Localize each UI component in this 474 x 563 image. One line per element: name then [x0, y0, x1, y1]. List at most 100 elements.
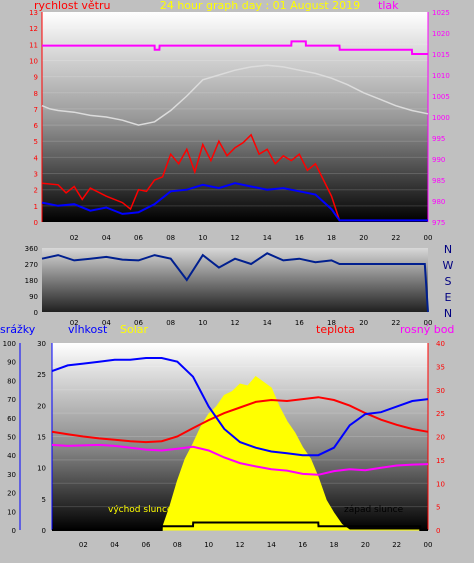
wind-tick-label: 5 — [34, 138, 38, 146]
x-tick-label: 22 — [391, 319, 400, 327]
rain-tick-label: 50 — [7, 434, 16, 442]
temperature-tick-label: 0 — [436, 527, 440, 535]
temperature-tick-label: 30 — [436, 387, 445, 395]
direction-tick-label: 360 — [25, 245, 38, 253]
x-tick-label: 04 — [102, 234, 111, 242]
temperature-tick-label: 15 — [436, 457, 445, 465]
pressure-line — [42, 40, 428, 55]
wind-pressure-chart: 0123456789101112139759809859909951000100… — [29, 9, 450, 242]
humidity-temperature-chart: 0102030405060708090100051015202530051015… — [3, 340, 445, 549]
sunrise-annotation: východ slunce — [108, 505, 173, 515]
solar-area — [52, 376, 428, 531]
temperature-tick-label: 25 — [436, 410, 445, 418]
humidity-tick-label: 5 — [42, 496, 46, 504]
rain-line — [52, 521, 428, 531]
x-tick-label: 04 — [110, 541, 119, 549]
pressure-tick-label: 985 — [432, 177, 445, 185]
temperature-tick-label: 5 — [436, 504, 440, 512]
x-tick-label: 02 — [79, 541, 88, 549]
x-tick-label: 16 — [295, 319, 304, 327]
wind-tick-label: 12 — [29, 25, 38, 33]
compass-letter: N — [444, 307, 452, 320]
wind-direction-chart: 0 90 180 270 360 02 04 06 08 10 12 14 16 18 20 22 00 — [25, 245, 433, 327]
direction-tick-label: 180 — [25, 277, 38, 285]
temperature-tick-label: 40 — [436, 340, 445, 348]
x-tick-label: 20 — [361, 541, 370, 549]
x-tick-label: 04 — [102, 319, 111, 327]
x-tick-label: 18 — [327, 234, 336, 242]
pressure-tick-label: 1000 — [432, 114, 450, 122]
x-tick-label: 12 — [236, 541, 245, 549]
x-tick-label: 10 — [198, 319, 207, 327]
humidity-axis-label: vlhkost — [68, 323, 108, 336]
pressure-tick-label: 1010 — [432, 72, 450, 80]
pressure-axis-label: tlak — [378, 0, 399, 12]
x-tick-label: 00 — [424, 234, 433, 242]
humidity-tick-label: 15 — [37, 434, 46, 442]
x-tick-label: 16 — [295, 234, 304, 242]
x-tick-label: 06 — [142, 541, 151, 549]
wind-tick-label: 3 — [34, 171, 38, 179]
rain-tick-label: 100 — [3, 340, 16, 348]
compass-letter: N — [444, 243, 452, 256]
x-tick-label: 20 — [359, 234, 368, 242]
pressure-tick-label: 1015 — [432, 51, 450, 59]
wind-tick-label: 10 — [29, 57, 38, 65]
wind-tick-label: 9 — [34, 74, 38, 82]
wind-average-line — [41, 182, 428, 222]
x-tick-label: 18 — [327, 319, 336, 327]
humidity-tick-label: 30 — [37, 340, 46, 348]
rain-tick-label: 60 — [7, 415, 16, 423]
humidity-tick-label: 10 — [37, 465, 46, 473]
x-tick-label: 12 — [231, 319, 240, 327]
x-tick-label: 02 — [70, 319, 79, 327]
wind-tick-label: 13 — [29, 9, 38, 17]
x-tick-label: 12 — [231, 234, 240, 242]
x-tick-label: 14 — [263, 319, 272, 327]
wind-direction-line — [41, 252, 429, 313]
rain-tick-label: 90 — [7, 359, 16, 367]
wind-tick-label: 11 — [29, 41, 38, 49]
rain-axis-label: srážky — [0, 323, 36, 336]
pressure-tick-label: 1020 — [432, 30, 450, 38]
x-tick-label: 02 — [70, 234, 79, 242]
wind-tick-label: 8 — [34, 90, 38, 98]
direction-tick-label: 90 — [29, 293, 38, 301]
pressure-tick-label: 980 — [432, 198, 445, 206]
rain-tick-label: 10 — [7, 508, 16, 516]
x-tick-label: 16 — [298, 541, 307, 549]
compass-letter: W — [443, 259, 454, 272]
x-tick-label: 18 — [330, 541, 339, 549]
temperature-tick-label: 20 — [436, 434, 445, 442]
compass-letter: S — [445, 275, 452, 288]
pressure-tick-label: 1025 — [432, 9, 450, 17]
dewpoint-axis-label: rosný bod — [400, 323, 454, 336]
x-tick-label: 20 — [359, 319, 368, 327]
direction-tick-label: 0 — [34, 309, 38, 317]
wind-tick-label: 6 — [34, 122, 39, 130]
humidity-line — [51, 357, 429, 457]
direction-tick-label: 270 — [25, 261, 38, 269]
wind-tick-label: 0 — [34, 219, 38, 227]
temperature-tick-label: 35 — [436, 363, 445, 371]
wind-tick-label: 1 — [34, 203, 38, 211]
rain-tick-label: 0 — [12, 527, 16, 535]
rain-tick-label: 30 — [7, 471, 16, 479]
pressure-trend-line — [41, 64, 429, 126]
pressure-tick-label: 1005 — [432, 93, 450, 101]
x-tick-label: 08 — [166, 234, 175, 242]
wind-tick-label: 4 — [34, 154, 39, 162]
wind-tick-label: 7 — [34, 106, 38, 114]
pressure-tick-label: 995 — [432, 135, 445, 143]
rain-tick-label: 70 — [7, 396, 16, 404]
pressure-tick-label: 990 — [432, 156, 445, 164]
x-tick-label: 10 — [204, 541, 213, 549]
compass-letter: E — [445, 291, 452, 304]
x-tick-label: 14 — [263, 234, 272, 242]
wind-gust-line — [41, 133, 428, 222]
rain-tick-label: 40 — [7, 452, 16, 460]
x-tick-label: 06 — [134, 319, 143, 327]
solar-axis-label: Solar — [120, 323, 149, 336]
